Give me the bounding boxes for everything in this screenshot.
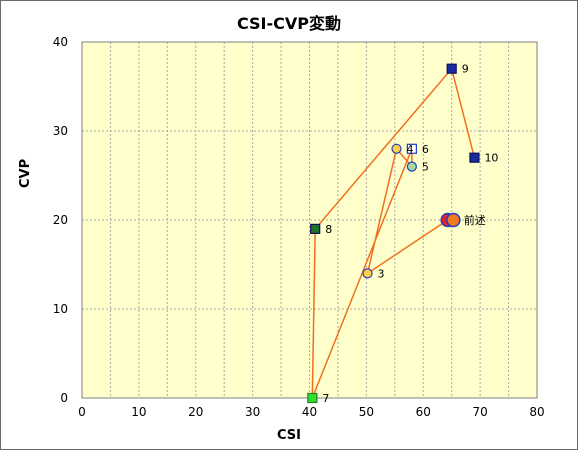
- x-tick-label: 20: [188, 405, 203, 419]
- x-tick-label: 40: [302, 405, 317, 419]
- y-tick-label: 0: [60, 391, 68, 405]
- point-marker-square: [406, 143, 417, 154]
- x-tick-labels: 0 10 20 30 40 50 60 70 80: [78, 405, 544, 419]
- point-marker-square: [469, 152, 480, 163]
- point-marker-circle: [391, 143, 402, 154]
- point-label: 9: [462, 63, 469, 76]
- data-markers: [307, 63, 480, 404]
- point-label: 前述: [464, 213, 486, 227]
- x-tick-label: 50: [359, 405, 374, 419]
- point-marker-square: [310, 223, 321, 234]
- y-tick-label: 30: [53, 124, 68, 138]
- chart-title: CSI-CVP変動: [236, 14, 341, 33]
- x-axis-label: CSI: [277, 428, 301, 443]
- y-tick-label: 20: [53, 213, 68, 227]
- point-marker-square: [446, 63, 457, 74]
- point-marker-circle: [362, 268, 373, 279]
- point-label: 4: [407, 143, 414, 156]
- point-label: 10: [484, 152, 498, 165]
- point-marker-square: [307, 392, 318, 404]
- point-label: 7: [322, 392, 329, 405]
- point-label: 8: [325, 223, 332, 236]
- x-tick-label: 60: [416, 405, 431, 419]
- x-tick-label: 0: [78, 405, 86, 419]
- x-tick-label: 10: [131, 405, 146, 419]
- point-labels: 前述 3 45 6 7 8 9 10: [322, 63, 498, 405]
- point-marker-circle: [406, 161, 417, 172]
- x-tick-label: 30: [245, 405, 260, 419]
- point-label: 5: [422, 161, 429, 174]
- y-tick-label: 10: [53, 302, 68, 316]
- point-marker-large: [446, 212, 461, 228]
- y-tick-labels: 0 10 20 30 40: [53, 35, 68, 405]
- x-tick-label: 70: [472, 405, 487, 419]
- x-tick-label: 80: [529, 405, 544, 419]
- point-label: 6: [422, 143, 429, 156]
- y-tick-label: 40: [53, 35, 68, 49]
- point-label: 3: [378, 267, 385, 280]
